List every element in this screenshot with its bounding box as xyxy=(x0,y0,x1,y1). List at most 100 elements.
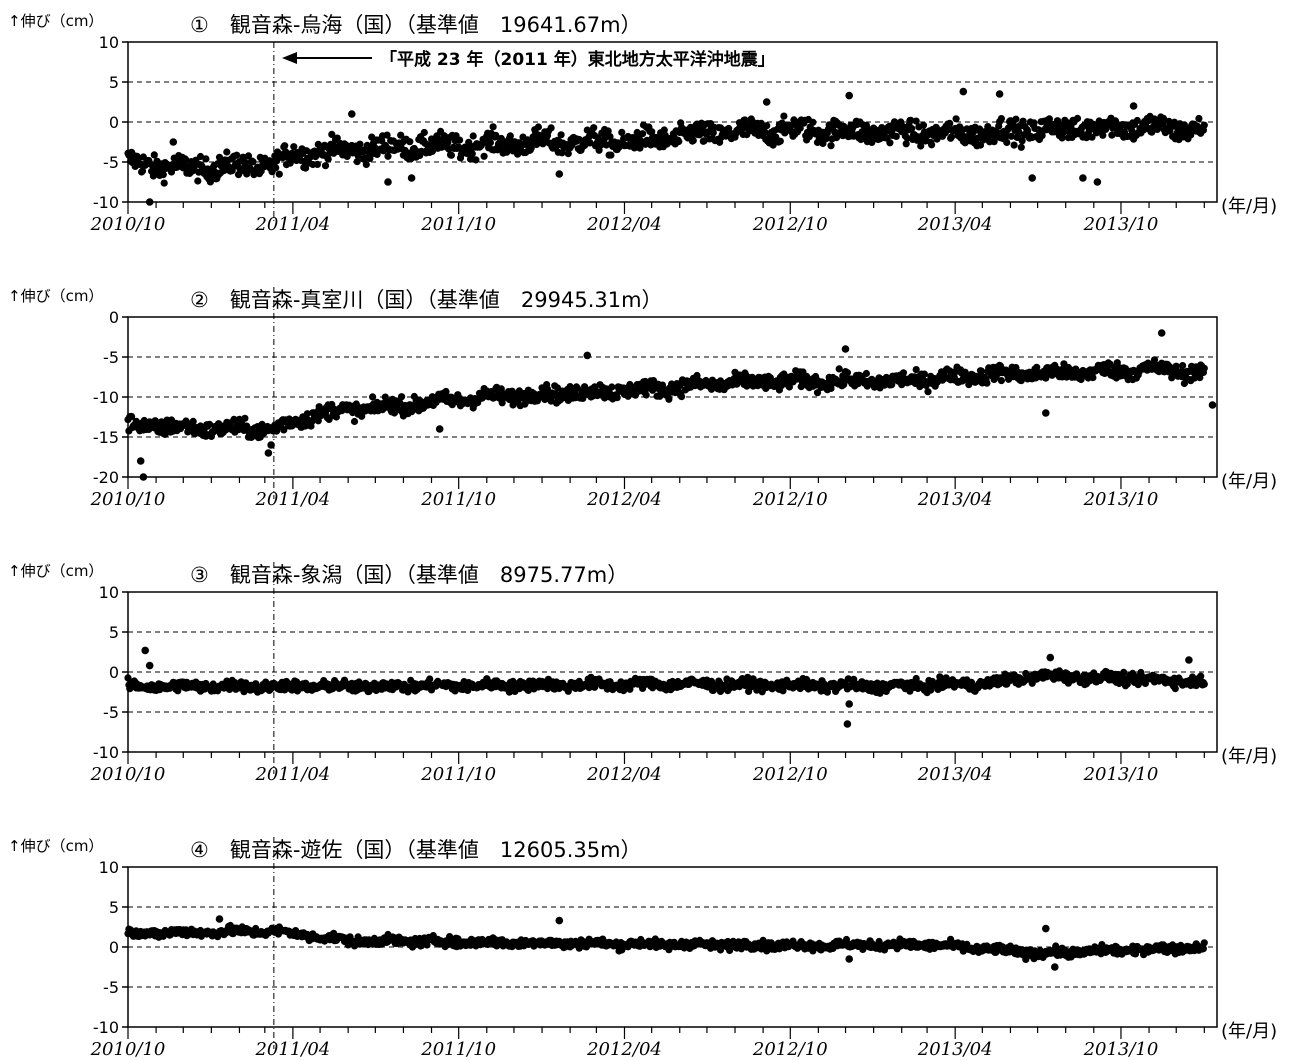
data-point xyxy=(223,148,231,156)
data-point xyxy=(607,151,615,159)
outlier-point xyxy=(555,916,564,925)
data-point xyxy=(390,409,398,417)
data-point xyxy=(639,130,647,138)
y-tick-label: 0 xyxy=(109,113,119,132)
data-point xyxy=(843,369,852,377)
data-point xyxy=(907,116,915,124)
y-tick-label: 10 xyxy=(99,583,119,602)
outlier-point xyxy=(1079,174,1087,182)
outlier-point xyxy=(348,110,356,118)
outlier-point xyxy=(1042,409,1050,417)
data-point xyxy=(328,130,336,138)
outlier-point xyxy=(845,955,853,963)
x-tick-label: 2010/10 xyxy=(90,214,166,235)
data-point xyxy=(1133,116,1141,125)
y-tick-label: 5 xyxy=(109,73,119,92)
outlier-point xyxy=(845,700,853,708)
data-point xyxy=(384,152,392,160)
data-point xyxy=(506,132,514,140)
data-point xyxy=(480,152,488,160)
x-tick-label: 2012/10 xyxy=(752,214,828,235)
data-point xyxy=(290,143,298,151)
x-tick-label: 2012/10 xyxy=(752,489,828,510)
data-point xyxy=(272,164,280,172)
data-point xyxy=(573,384,582,392)
data-point xyxy=(1200,364,1208,372)
outlier-point xyxy=(843,720,852,728)
chart-title: ④ 観音森-遊佐（国）（基準値 12605.35m） xyxy=(190,838,642,862)
outlier-point xyxy=(1208,401,1217,409)
data-point xyxy=(920,370,929,378)
x-tick-label: 2011/10 xyxy=(420,764,496,785)
data-point xyxy=(983,379,991,387)
data-point xyxy=(835,365,843,373)
data-point xyxy=(356,140,364,148)
data-point xyxy=(1018,137,1026,145)
data-point xyxy=(275,170,283,178)
y-tick-label: -5 xyxy=(103,153,119,172)
x-tick-label: 2013/04 xyxy=(917,764,993,785)
data-point xyxy=(919,121,928,129)
data-point xyxy=(1200,121,1208,129)
outlier-point xyxy=(841,345,850,353)
outlier-point xyxy=(583,351,592,360)
data-point xyxy=(979,136,987,144)
outlier-point xyxy=(141,646,149,655)
outlier-point xyxy=(264,449,273,457)
data-point xyxy=(281,142,289,150)
data-point xyxy=(888,381,896,389)
data-point xyxy=(947,133,956,141)
x-tick-label: 2011/04 xyxy=(254,489,330,510)
data-points-1 xyxy=(124,87,1208,206)
y-axis-label: ↑伸び（cm） xyxy=(8,12,103,30)
data-point xyxy=(608,383,616,391)
data-point xyxy=(1108,131,1116,139)
data-point xyxy=(286,159,294,167)
outlier-point xyxy=(1046,653,1055,662)
data-point xyxy=(946,119,954,127)
data-point xyxy=(472,156,480,164)
data-point xyxy=(189,417,197,425)
data-point xyxy=(689,136,697,144)
x-tick-label: 2013/04 xyxy=(917,489,993,510)
y-tick-label: 0 xyxy=(109,308,119,327)
data-point xyxy=(1172,362,1180,370)
data-point xyxy=(700,137,708,145)
data-point xyxy=(1017,143,1025,151)
chart-panels: ① 観音森-烏海（国）（基準値 19641.67m）↑伸び（cm）1050-5-… xyxy=(8,12,1277,1060)
data-point xyxy=(209,680,217,688)
data-point xyxy=(1099,131,1107,139)
y-axis-label: ↑伸び（cm） xyxy=(8,837,103,855)
x-tick-label: 2011/10 xyxy=(420,214,496,235)
data-point xyxy=(160,179,168,187)
x-tick-label: 2012/04 xyxy=(586,764,662,785)
data-point xyxy=(547,124,555,132)
data-point xyxy=(908,125,916,133)
data-point xyxy=(383,131,391,139)
data-point xyxy=(660,126,668,134)
data-point xyxy=(362,160,370,169)
data-point xyxy=(350,417,359,426)
x-tick-label: 2013/10 xyxy=(1083,489,1159,510)
x-tick-label: 2012/04 xyxy=(586,214,662,235)
data-point xyxy=(776,137,784,145)
data-point xyxy=(1196,374,1204,382)
data-point xyxy=(302,164,310,172)
x-axis-unit-label: (年/月) xyxy=(1221,746,1277,767)
data-point xyxy=(406,138,414,146)
y-tick-label: -15 xyxy=(93,428,119,447)
x-tick-label: 2011/04 xyxy=(254,214,330,235)
outlier-point xyxy=(995,90,1004,98)
x-tick-label: 2011/10 xyxy=(420,489,496,510)
data-point xyxy=(902,140,910,148)
data-point xyxy=(912,366,920,374)
outlier-point xyxy=(845,91,853,100)
data-point xyxy=(497,385,505,393)
x-tick-label: 2010/10 xyxy=(90,764,166,785)
data-point xyxy=(1148,128,1156,136)
data-point xyxy=(1159,120,1167,128)
outlier-point xyxy=(1157,329,1166,337)
data-point xyxy=(1170,118,1178,126)
data-point xyxy=(150,151,158,159)
y-axis-label: ↑伸び（cm） xyxy=(8,562,103,580)
